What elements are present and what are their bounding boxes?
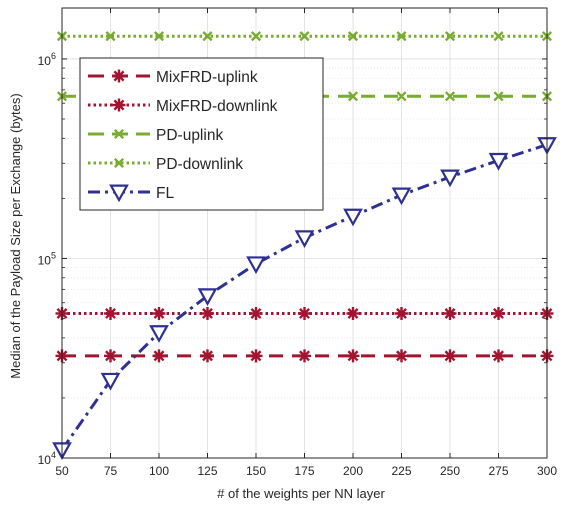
data-point-PD-downlink-150 — [250, 31, 262, 42]
data-point-PD-uplink-275 — [493, 91, 504, 102]
x-tick-label: 275 — [488, 464, 508, 478]
data-point-MixFRD-downlink-125 — [201, 306, 214, 320]
x-tick-label: 300 — [537, 464, 557, 478]
data-point-PD-downlink-225 — [396, 31, 407, 42]
data-point-PD-uplink-225 — [396, 91, 407, 102]
x-tick-label: 125 — [197, 464, 217, 478]
legend-label-PD-downlink: PD-downlink — [156, 156, 243, 173]
x-tick-label: 175 — [294, 464, 314, 478]
data-point-FL-225 — [391, 187, 412, 206]
x-tick-label: 150 — [246, 464, 266, 478]
x-tick-label: 225 — [391, 464, 411, 478]
legend-label-MixFRD-uplink: MixFRD-uplink — [156, 69, 258, 86]
data-point-MixFRD-uplink-100 — [152, 349, 166, 363]
data-point-MixFRD-uplink-225 — [395, 349, 408, 363]
data-point-MixFRD-downlink-75 — [104, 306, 117, 320]
y-tick-label: 105 — [38, 250, 56, 267]
data-point-MixFRD-downlink-150 — [249, 306, 263, 320]
data-point-MixFRD-uplink-250 — [443, 349, 457, 363]
y-tick-label: 106 — [38, 51, 56, 68]
data-point-FL-275 — [488, 152, 509, 171]
data-point-MixFRD-uplink-200 — [346, 349, 360, 363]
legend-label-FL: FL — [156, 185, 174, 202]
data-point-PD-downlink-250 — [444, 31, 456, 42]
data-point-PD-uplink-200 — [347, 91, 359, 102]
legend-marker-MixFRD-uplink — [112, 69, 126, 83]
data-point-PD-uplink-250 — [444, 91, 456, 102]
data-point-MixFRD-downlink-225 — [395, 306, 408, 320]
legend-marker-FL — [109, 184, 129, 203]
data-point-MixFRD-downlink-200 — [346, 306, 360, 320]
data-point-MixFRD-uplink-150 — [249, 349, 263, 363]
data-point-PD-downlink-200 — [347, 31, 359, 42]
y-tick-label: 104 — [38, 450, 56, 467]
legend-label-MixFRD-downlink: MixFRD-downlink — [156, 98, 278, 115]
data-point-MixFRD-downlink-250 — [443, 306, 457, 320]
x-tick-label: 250 — [440, 464, 460, 478]
data-point-MixFRD-downlink-175 — [298, 306, 311, 320]
legend-marker-PD-uplink — [113, 128, 125, 140]
data-point-MixFRD-downlink-100 — [152, 306, 166, 320]
legend-marker-PD-downlink — [113, 157, 125, 169]
x-axis-label: # of the weights per NN layer — [217, 486, 385, 501]
data-point-FL-250 — [440, 169, 460, 188]
data-point-FL-75 — [100, 372, 121, 391]
x-tick-label: 100 — [149, 464, 169, 478]
data-point-FL-150 — [246, 256, 266, 275]
data-point-FL-125 — [197, 288, 218, 307]
data-point-MixFRD-uplink-125 — [201, 349, 214, 363]
data-point-FL-200 — [343, 208, 363, 227]
legend-label-PD-uplink: PD-uplink — [156, 127, 223, 144]
x-tick-label: 200 — [343, 464, 363, 478]
data-point-PD-downlink-275 — [493, 31, 504, 42]
data-point-PD-downlink-75 — [105, 31, 116, 42]
legend: MixFRD-uplink MixFRD-downlink PD-uplink PD-… — [79, 57, 324, 211]
x-tick-label: 50 — [55, 464, 69, 478]
data-point-FL-100 — [149, 325, 169, 343]
data-point-MixFRD-downlink-275 — [492, 306, 505, 320]
x-tick-label: 75 — [104, 464, 118, 478]
data-point-PD-downlink-100 — [153, 31, 165, 42]
data-point-MixFRD-uplink-275 — [492, 349, 505, 363]
data-point-PD-downlink-125 — [202, 31, 213, 42]
data-point-PD-downlink-175 — [299, 31, 310, 42]
legend-marker-MixFRD-downlink — [112, 98, 126, 112]
data-point-MixFRD-uplink-75 — [104, 349, 117, 363]
y-axis-label: Median of the Payload Size per Exchange … — [8, 93, 23, 378]
data-point-FL-175 — [294, 230, 315, 249]
data-point-MixFRD-uplink-175 — [298, 349, 311, 363]
axes-layer: 50 75 100 125 150 175 200 225 250 275 300 104 105 106 — [38, 7, 557, 478]
